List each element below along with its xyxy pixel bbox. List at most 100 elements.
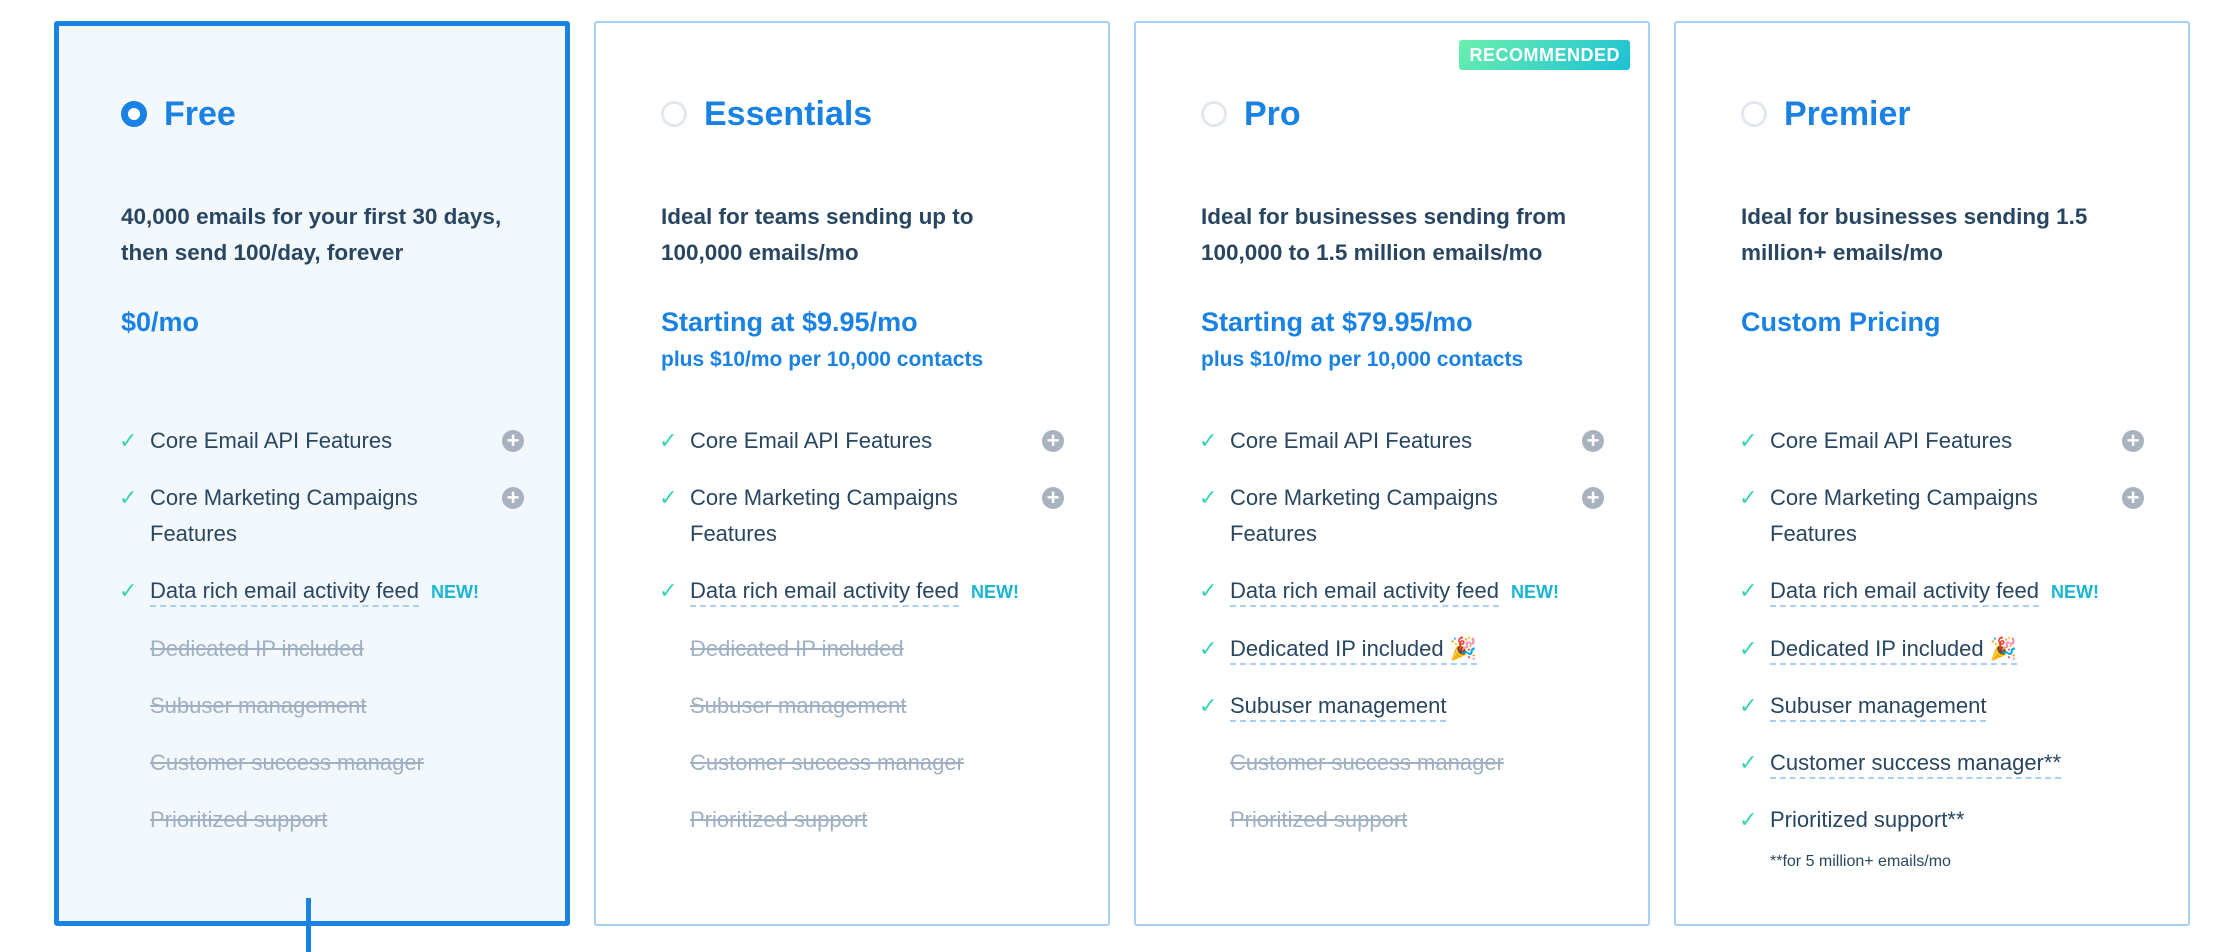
plan-title[interactable]: Free	[164, 95, 236, 133]
new-tag: NEW!	[971, 582, 1019, 602]
feature-item[interactable]: ✓ Data rich email activity feed NEW!	[119, 573, 549, 610]
feature-label: Dedicated IP included	[690, 636, 904, 661]
plan-description: Ideal for businesses sending 1.5 million…	[1741, 204, 2088, 265]
feature-label: Core Email API Features	[150, 428, 393, 453]
feature-label: Core Marketing Campaigns Features	[1230, 485, 1498, 546]
feature-label-wrap: Core Marketing Campaigns Features	[150, 480, 480, 552]
feature-label: Core Email API Features	[1770, 428, 2013, 453]
plan-card-pro[interactable]: RECOMMENDED Pro Ideal for businesses sendi…	[1134, 21, 1650, 926]
feature-label-wrap: Subuser management	[690, 693, 906, 718]
feature-item: Subuser management	[659, 688, 1089, 724]
feature-label[interactable]: Customer success manager**	[1770, 750, 2062, 779]
plan-title[interactable]: Pro	[1244, 95, 1301, 133]
feature-label[interactable]: Dedicated IP included 🎉	[1770, 636, 2018, 665]
feature-label-wrap: Dedicated IP included	[690, 636, 904, 661]
feature-label: Customer success manager	[150, 750, 424, 775]
plan-price-note: plus $10/mo per 10,000 contacts	[661, 348, 984, 371]
check-icon: ✓	[119, 485, 138, 510]
plan-card-premier[interactable]: Premier Ideal for businesses sending 1.5 …	[1674, 21, 2190, 926]
check-icon: ✓	[659, 485, 678, 510]
feature-item: Dedicated IP included	[659, 631, 1089, 667]
expand-plus-icon[interactable]: +	[1582, 487, 1604, 509]
check-icon: ✓	[1739, 750, 1758, 775]
feature-item: Prioritized support	[659, 802, 1089, 838]
plan-price: Starting at $79.95/mo	[1201, 307, 1473, 337]
plan-price: Custom Pricing	[1741, 307, 1941, 337]
feature-item: Dedicated IP included	[119, 631, 549, 667]
feature-label-wrap: Core Marketing Campaigns Features	[690, 480, 1020, 552]
feature-label: Core Marketing Campaigns Features	[1770, 485, 2038, 546]
feature-label: Prioritized support**	[1770, 807, 1965, 832]
expand-plus-icon[interactable]: +	[2122, 487, 2144, 509]
feature-label-wrap: Subuser management	[1770, 693, 1987, 722]
feature-item[interactable]: ✓ Data rich email activity feed NEW!	[659, 573, 1089, 610]
feature-label[interactable]: Data rich email activity feed	[690, 578, 959, 607]
feature-label[interactable]: Subuser management	[1770, 693, 1987, 722]
plan-radio-essentials[interactable]	[661, 101, 687, 127]
feature-label-wrap: Data rich email activity feed	[150, 578, 419, 607]
feature-label-wrap: Core Email API Features	[150, 423, 480, 459]
feature-item[interactable]: ✓ Core Marketing Campaigns Features +	[119, 480, 549, 552]
feature-item[interactable]: ✓ Dedicated IP included 🎉	[1739, 631, 2169, 667]
feature-item[interactable]: ✓ Core Marketing Campaigns Features +	[1199, 480, 1629, 552]
expand-plus-icon[interactable]: +	[2122, 430, 2144, 452]
feature-label[interactable]: Dedicated IP included 🎉	[1230, 636, 1478, 665]
plan-price: Starting at $9.95/mo	[661, 307, 918, 337]
feature-label: Customer success manager	[690, 750, 964, 775]
feature-item[interactable]: ✓ Core Email API Features +	[119, 423, 549, 459]
plan-radio-free[interactable]	[121, 101, 147, 127]
expand-plus-icon[interactable]: +	[1042, 430, 1064, 452]
plan-title[interactable]: Premier	[1784, 95, 1911, 133]
plan-radio-pro[interactable]	[1201, 101, 1227, 127]
feature-label-wrap: Core Email API Features	[1230, 423, 1560, 459]
expand-plus-icon[interactable]: +	[1582, 430, 1604, 452]
feature-item: Customer success manager	[1199, 745, 1629, 781]
feature-item[interactable]: ✓ Subuser management	[1739, 688, 2169, 724]
feature-list: ✓ Core Email API Features + ✓ Core Marketing…	[119, 423, 549, 859]
feature-item[interactable]: ✓ Data rich email activity feed NEW!	[1739, 573, 2169, 610]
new-tag: NEW!	[1511, 582, 1559, 602]
feature-label-wrap: Data rich email activity feed	[1770, 578, 2039, 607]
check-icon: ✓	[659, 428, 678, 453]
plan-card-essentials[interactable]: Essentials Ideal for teams sending up to …	[594, 21, 1110, 926]
feature-item[interactable]: ✓ Core Marketing Campaigns Features +	[1739, 480, 2169, 552]
feature-label[interactable]: Data rich email activity feed	[150, 578, 419, 607]
feature-item[interactable]: ✓ Core Email API Features +	[659, 423, 1089, 459]
feature-label-wrap: Subuser management	[150, 693, 366, 718]
check-icon: ✓	[1739, 807, 1758, 832]
plan-description: Ideal for businesses sending from 100,00…	[1201, 204, 1567, 265]
expand-plus-icon[interactable]: +	[1042, 487, 1064, 509]
check-icon: ✓	[1199, 636, 1218, 661]
feature-item[interactable]: ✓ Dedicated IP included 🎉	[1199, 631, 1629, 667]
check-icon: ✓	[119, 428, 138, 453]
feature-item[interactable]: ✓ Customer success manager**	[1739, 745, 2169, 781]
feature-list: ✓ Core Email API Features + ✓ Core Marketing…	[1739, 423, 2169, 871]
feature-item[interactable]: ✓ Data rich email activity feed NEW!	[1199, 573, 1629, 610]
feature-label-wrap: Customer success manager	[150, 750, 424, 775]
feature-label[interactable]: Data rich email activity feed	[1230, 578, 1499, 607]
feature-label-wrap: Core Email API Features	[690, 423, 1020, 459]
feature-item[interactable]: ✓ Subuser management	[1199, 688, 1629, 724]
expand-plus-icon[interactable]: +	[502, 487, 524, 509]
feature-item: Subuser management	[119, 688, 549, 724]
feature-label: Prioritized support	[690, 807, 868, 832]
feature-item: Prioritized support	[119, 802, 549, 838]
feature-item[interactable]: ✓ Core Email API Features +	[1739, 423, 2169, 459]
plan-card-free[interactable]: Free 40,000 emails for your first 30 days…	[54, 21, 570, 926]
feature-item: Prioritized support	[1199, 802, 1629, 838]
feature-item[interactable]: ✓ Core Marketing Campaigns Features +	[659, 480, 1089, 552]
feature-list: ✓ Core Email API Features + ✓ Core Marketing…	[659, 423, 1089, 859]
feature-item[interactable]: ✓ Core Email API Features +	[1199, 423, 1629, 459]
feature-label-wrap: Core Email API Features	[1770, 423, 2100, 459]
feature-label[interactable]: Data rich email activity feed	[1770, 578, 2039, 607]
plan-price-note: plus $10/mo per 10,000 contacts	[1201, 348, 1524, 371]
plan-title[interactable]: Essentials	[704, 95, 873, 133]
expand-plus-icon[interactable]: +	[502, 430, 524, 452]
feature-label-wrap: Dedicated IP included 🎉	[1770, 636, 2018, 665]
feature-label-wrap: Prioritized support	[150, 807, 327, 832]
feature-item: Customer success manager	[119, 745, 549, 781]
check-icon: ✓	[1199, 578, 1218, 603]
feature-label[interactable]: Subuser management	[1230, 693, 1447, 722]
feature-label: Subuser management	[150, 693, 367, 718]
plan-radio-premier[interactable]	[1741, 101, 1767, 127]
